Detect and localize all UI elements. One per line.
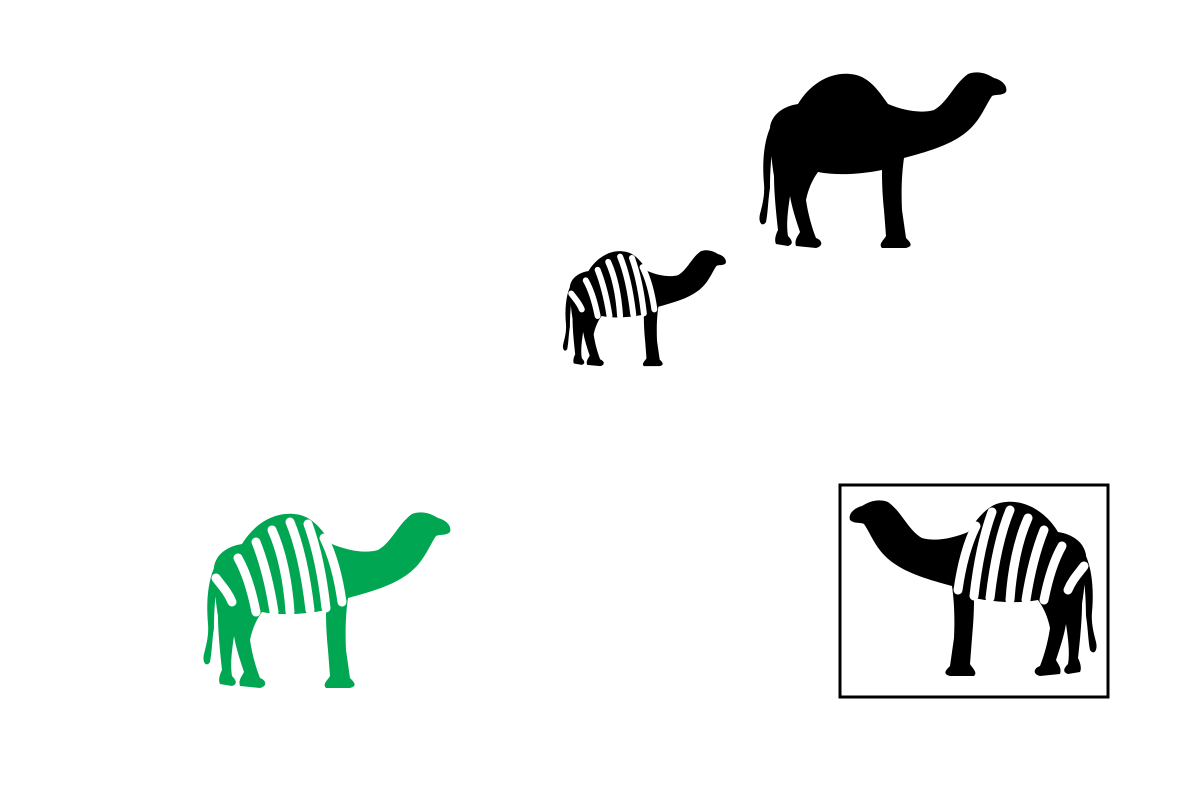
camel-body-silhouette [759, 72, 1006, 248]
framed-striped-camel-icon [850, 500, 1097, 676]
striped-camel-icon [563, 250, 726, 366]
camel-plain-icon [759, 72, 1006, 248]
green-striped-camel-icon [203, 512, 450, 688]
